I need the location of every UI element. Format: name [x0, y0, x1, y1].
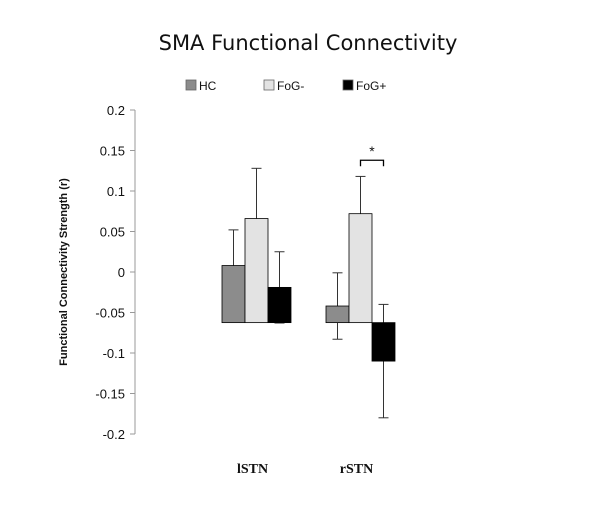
y-tick-label: -0.2 — [103, 427, 125, 442]
legend-swatch — [185, 79, 197, 91]
chart-title: SMA Functional Connectivity — [159, 31, 458, 55]
significance-annotations: * — [359, 143, 385, 167]
bar — [267, 286, 292, 324]
y-tick-label: -0.05 — [95, 306, 125, 321]
legend-label: FoG+ — [356, 79, 386, 93]
y-tick-label: 0.15 — [100, 144, 125, 159]
y-tick-label: 0.1 — [107, 184, 125, 199]
significance-bracket — [359, 159, 385, 167]
y-axis: 0.2 0.15 0.1 0.05 0 -0.05 -0.1 -0.15 -0.2 — [95, 103, 136, 442]
legend-swatch — [263, 79, 275, 91]
y-tick-label: 0.2 — [107, 103, 125, 118]
legend-label: FoG- — [277, 79, 304, 93]
y-tick-label: 0.05 — [100, 225, 125, 240]
bar — [371, 322, 396, 362]
legend: HC FoG- FoG+ — [185, 79, 386, 93]
significance-label: * — [369, 143, 375, 159]
category-label: rSTN — [340, 462, 373, 477]
bar — [325, 305, 350, 324]
category-label: lSTN — [237, 462, 268, 477]
y-tick-label: -0.1 — [103, 346, 125, 361]
legend-swatch — [342, 79, 354, 91]
bar — [221, 265, 246, 324]
category-labels: lSTN rSTN — [237, 462, 373, 477]
bars — [221, 213, 396, 362]
bar — [244, 218, 269, 324]
y-tick-label: 0 — [118, 265, 125, 280]
y-axis-label: Functional Connectivity Strength (r) — [58, 178, 70, 366]
bar — [348, 213, 373, 324]
legend-label: HC — [199, 79, 217, 93]
y-tick-label: -0.15 — [95, 387, 125, 402]
